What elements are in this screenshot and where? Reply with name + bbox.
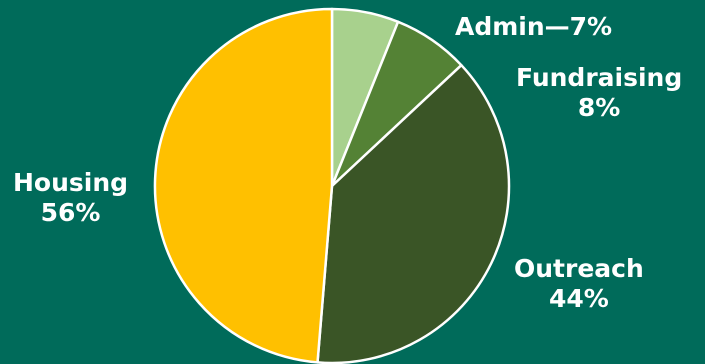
outreach-label-name: Outreach <box>514 254 644 283</box>
housing-label-name: Housing <box>13 168 129 197</box>
admin-label-text: Admin—7% <box>455 12 613 41</box>
slice-label-admin: Admin—7% <box>455 12 612 42</box>
fundraising-label-name: Fundraising <box>516 63 683 92</box>
slice-label-housing: Housing 56% <box>13 168 128 228</box>
housing-label-pct: 56% <box>40 198 101 227</box>
slice-label-outreach: Outreach 44% <box>514 254 644 314</box>
slice-label-fundraising: Fundraising 8% <box>516 63 682 123</box>
pie-slice-outreach <box>316 63 511 364</box>
pie-slice-housing <box>153 7 334 364</box>
fundraising-label-pct: 8% <box>577 93 621 122</box>
outreach-label-pct: 44% <box>548 284 609 313</box>
